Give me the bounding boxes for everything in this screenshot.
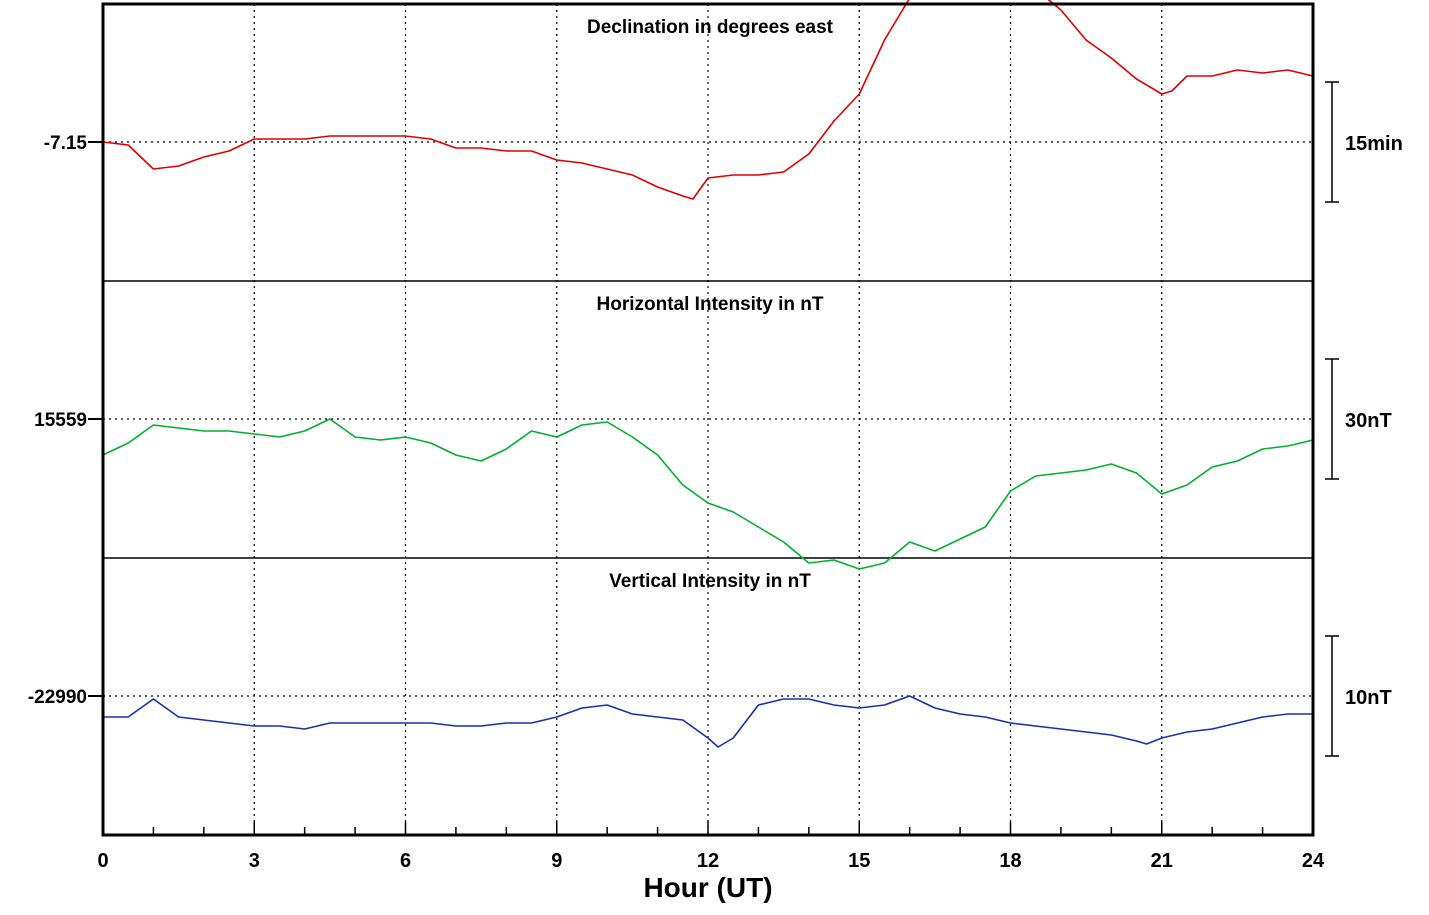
- panel-title-1: Declination in degrees east: [587, 17, 834, 38]
- panel-dividers: [103, 280, 1313, 559]
- x-tick-label-0: 0: [97, 850, 108, 872]
- trace-1: [102, 0, 1314, 200]
- panel-labels: Declination in degrees east -7.15 15min Hor…: [28, 17, 1403, 709]
- x-tick-label-6: 6: [400, 850, 411, 872]
- scale-bar-3: [1325, 635, 1339, 757]
- x-tick-label-21: 21: [1151, 850, 1173, 872]
- baseline-label-1: -7.15: [44, 133, 88, 154]
- x-tick-label-24: 24: [1302, 850, 1325, 872]
- baseline-label-2: 15559: [34, 410, 87, 431]
- x-tick-label-9: 9: [551, 850, 562, 872]
- scale-label-1: 15min: [1345, 133, 1403, 155]
- grid-lines: [103, 4, 1313, 835]
- scale-bar-1: [1325, 81, 1339, 203]
- panel-title-3: Vertical Intensity in nT: [609, 571, 811, 592]
- baseline-label-3: -22990: [28, 687, 87, 708]
- trace-2: [102, 418, 1314, 570]
- panel-title-2: Horizontal Intensity in nT: [597, 294, 824, 315]
- x-tick-label-12: 12: [697, 850, 719, 872]
- trace-3: [103, 695, 1313, 748]
- traces: [102, 0, 1314, 748]
- x-axis-label: Hour (UT): [643, 872, 772, 903]
- x-tick-label-3: 3: [249, 850, 260, 872]
- scale-bar-2: [1325, 358, 1339, 480]
- scale-label-2: 30nT: [1345, 410, 1392, 432]
- scale-label-3: 10nT: [1345, 687, 1392, 709]
- x-tick-label-15: 15: [848, 850, 870, 872]
- axes: 0 3 6 9 12 15 18 21 24: [88, 2, 1339, 872]
- x-tick-label-18: 18: [999, 850, 1021, 872]
